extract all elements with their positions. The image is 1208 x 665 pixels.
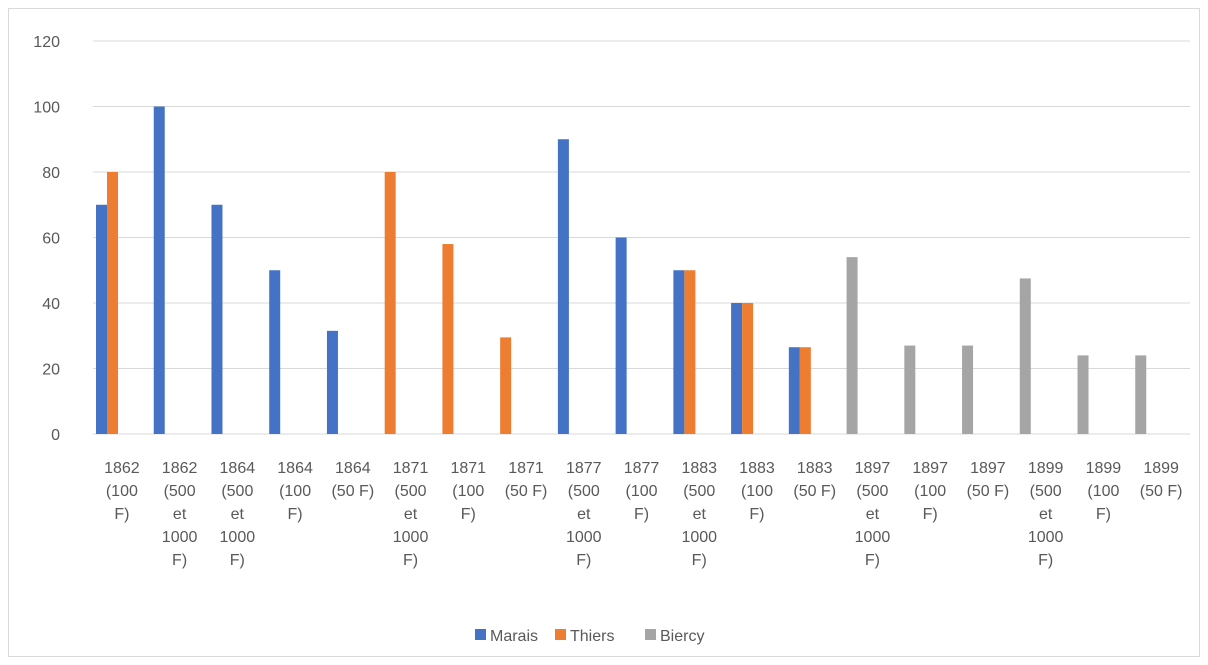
bar-marais bbox=[557, 139, 569, 434]
y-tick-label: 20 bbox=[42, 362, 60, 379]
legend-swatch bbox=[475, 629, 486, 640]
bar-thiers bbox=[742, 303, 754, 434]
x-tick-label: 1883 (500 et 1000 F) bbox=[681, 460, 717, 569]
bar-biercy bbox=[846, 257, 858, 434]
bar-marais bbox=[326, 330, 338, 434]
x-tick-label: 1864 (50 F) bbox=[331, 460, 374, 500]
bar-marais bbox=[788, 347, 800, 434]
x-tick-label: 1883 (100 F) bbox=[739, 460, 775, 523]
bar-thiers bbox=[500, 337, 512, 434]
x-tick-label: 1871 (100 F) bbox=[450, 460, 486, 523]
legend-label: Biercy bbox=[660, 628, 704, 645]
bar-marais bbox=[211, 204, 223, 434]
legend-label: Thiers bbox=[570, 628, 614, 645]
bar-thiers bbox=[384, 172, 396, 434]
x-tick-label: 1862 (500 et 1000 F) bbox=[162, 460, 198, 569]
bar-biercy bbox=[962, 345, 974, 434]
x-tick-label: 1883 (50 F) bbox=[793, 460, 836, 500]
y-tick-label: 40 bbox=[42, 296, 60, 313]
bar-thiers bbox=[684, 270, 696, 434]
legend-label: Marais bbox=[490, 628, 538, 645]
y-tick-label: 0 bbox=[51, 427, 60, 444]
y-tick-label: 100 bbox=[33, 100, 60, 117]
bar-biercy bbox=[1077, 355, 1089, 434]
x-tick-label: 1871 (50 F) bbox=[505, 460, 548, 500]
legend-swatch bbox=[645, 629, 656, 640]
x-tick-label: 1899 (100 F) bbox=[1086, 460, 1122, 523]
bar-biercy bbox=[904, 345, 916, 434]
x-tick-label: 1862 (100 F) bbox=[104, 460, 140, 523]
bar-marais bbox=[673, 270, 685, 434]
bar-biercy bbox=[1135, 355, 1147, 434]
y-tick-label: 60 bbox=[42, 231, 60, 248]
x-tick-label: 1899 (500 et 1000 F) bbox=[1028, 460, 1064, 569]
y-tick-label: 120 bbox=[33, 34, 60, 51]
legend: Marais Thiers Biercy bbox=[475, 628, 704, 645]
x-tick-label: 1897 (500 et 1000 F) bbox=[855, 460, 891, 569]
x-tick-label: 1877 (100 F) bbox=[624, 460, 660, 523]
x-tick-label: 1877 (500 et 1000 F) bbox=[566, 460, 602, 569]
bar-marais bbox=[731, 303, 743, 434]
bar-marais bbox=[96, 204, 107, 434]
x-axis: 1862 (100 F) 1862 (500 et 1000 F) 1864 (500 et 1000… bbox=[104, 460, 1182, 569]
bar-marais bbox=[269, 270, 281, 434]
bar-thiers bbox=[799, 347, 811, 434]
x-tick-label: 1899 (50 F) bbox=[1140, 460, 1183, 500]
bar-marais bbox=[153, 106, 165, 434]
y-axis: 0 20 40 60 80 100 120 bbox=[33, 34, 60, 444]
legend-swatch bbox=[555, 629, 566, 640]
x-tick-label: 1897 (50 F) bbox=[967, 460, 1010, 500]
bar-marais bbox=[615, 237, 627, 434]
x-tick-label: 1871 (500 et 1000 F) bbox=[393, 460, 429, 569]
x-tick-label: 1864 (100 F) bbox=[277, 460, 313, 523]
bar-thiers bbox=[107, 172, 118, 434]
x-tick-label: 1864 (500 et 1000 F) bbox=[220, 460, 256, 569]
bar-biercy bbox=[1019, 278, 1031, 434]
bars bbox=[96, 106, 1147, 434]
chart-frame bbox=[8, 8, 1200, 657]
bar-thiers bbox=[442, 244, 454, 434]
x-tick-label: 1897 (100 F) bbox=[912, 460, 948, 523]
y-tick-label: 80 bbox=[42, 165, 60, 182]
